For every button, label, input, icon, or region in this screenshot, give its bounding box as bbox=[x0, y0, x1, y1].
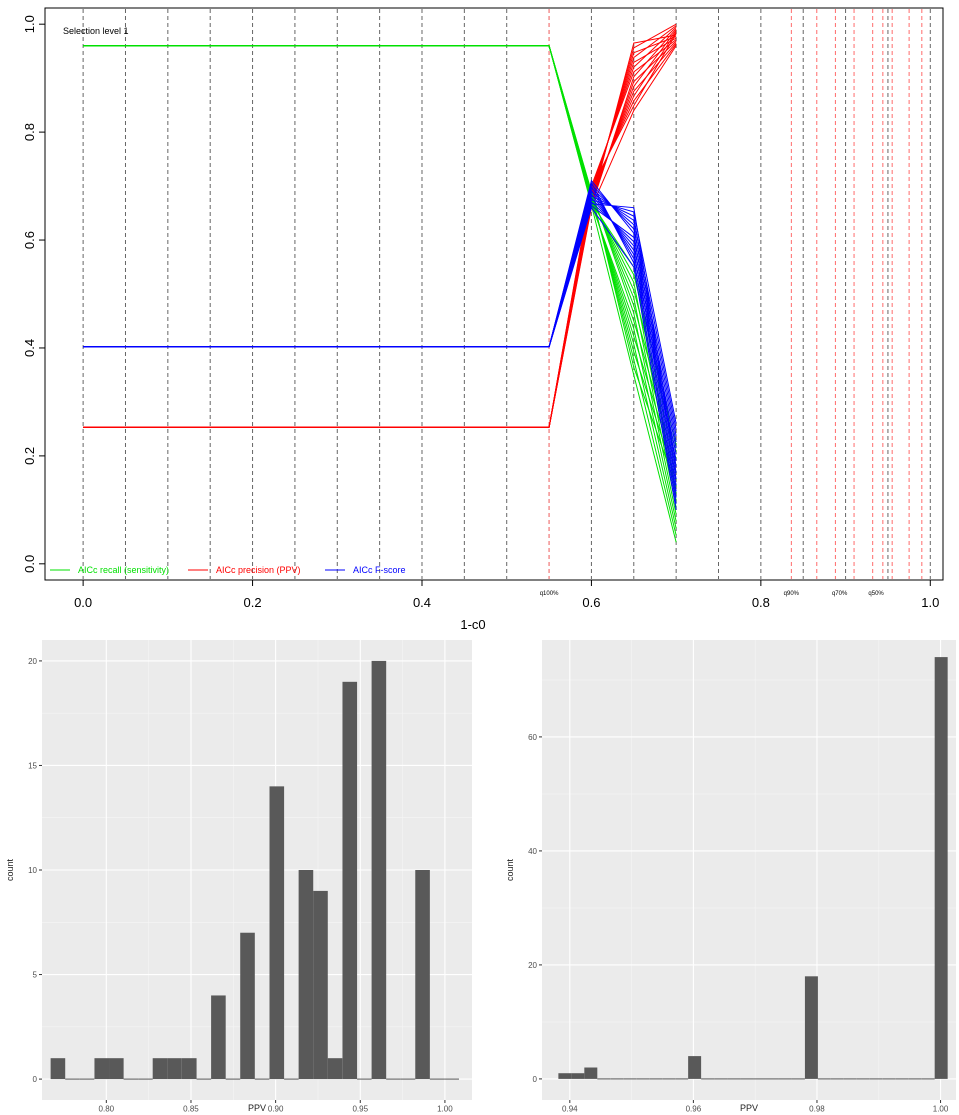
hist2-y-tick-label-3: 60 bbox=[528, 733, 537, 742]
x-tick-label-3: 0.6 bbox=[582, 595, 600, 610]
left-y-axis-label: count bbox=[5, 858, 15, 881]
hist1-bar-17 bbox=[298, 870, 314, 1080]
hist1-y-tick-label-2: 10 bbox=[28, 866, 37, 875]
hist2-bar-2 bbox=[584, 1067, 598, 1079]
x-tick-label-4: 0.8 bbox=[752, 595, 770, 610]
legend-label-fscore: AICc F-score bbox=[353, 565, 406, 575]
hist1-bar-3 bbox=[94, 1058, 110, 1080]
x-tick-label-0: 0.0 bbox=[74, 595, 92, 610]
ppv-histogram-right: 0.94 0.96 0.98 1.00 0 20 40 60 PPV count bbox=[505, 640, 956, 1114]
left-y-axis-ticks: 0 5 10 15 20 bbox=[28, 657, 42, 1084]
selection-level-line-chart: 0.0 0.2 0.4 0.6 0.8 1.0 0.0 0.2 0.4 0.6 0.8 1.0 q1… bbox=[22, 7, 944, 632]
hist1-x-tick-label-2: 0.90 bbox=[268, 1105, 284, 1114]
left-x-axis-ticks: 0.80 0.85 0.90 0.95 1.00 bbox=[99, 1100, 453, 1114]
series-lines bbox=[83, 23, 677, 543]
hist2-y-tick-label-0: 0 bbox=[533, 1075, 538, 1084]
hist2-bar-1 bbox=[571, 1073, 585, 1079]
quantile-label-2: q70% bbox=[832, 591, 848, 597]
x-axis-ticks: 0.0 0.2 0.4 0.6 0.8 1.0 bbox=[74, 580, 939, 610]
hist1-bar-22 bbox=[371, 660, 387, 1080]
y-tick-label-2: 0.4 bbox=[22, 339, 37, 357]
left-x-axis-label: PPV bbox=[248, 1103, 266, 1113]
hist1-x-tick-label-0: 0.80 bbox=[99, 1105, 115, 1114]
x-tick-label-2: 0.4 bbox=[413, 595, 431, 610]
hist1-x-tick-label-1: 0.85 bbox=[183, 1105, 199, 1114]
quantile-labels: q100% q90% q70% q50% bbox=[540, 591, 885, 597]
y-tick-label-1: 0.2 bbox=[22, 447, 37, 465]
hist1-y-tick-label-3: 15 bbox=[28, 761, 37, 770]
left-histogram-bars bbox=[50, 660, 459, 1080]
hist1-x-tick-label-3: 0.95 bbox=[352, 1105, 368, 1114]
y-tick-label-5: 1.0 bbox=[22, 15, 37, 33]
hist1-bar-0 bbox=[50, 1058, 66, 1080]
quantile-label-3: q50% bbox=[868, 591, 884, 597]
x-tick-label-5: 1.0 bbox=[921, 595, 939, 610]
series-2-line-14 bbox=[83, 179, 677, 486]
right-histogram-bars bbox=[558, 657, 948, 1080]
series-2 bbox=[83, 179, 677, 510]
hist2-x-tick-label-2: 0.98 bbox=[809, 1105, 825, 1114]
hist1-y-tick-label-0: 0 bbox=[33, 1075, 38, 1084]
hist1-bar-18 bbox=[313, 890, 328, 1080]
hist1-y-tick-label-1: 5 bbox=[33, 971, 38, 980]
hist2-bar-29 bbox=[934, 657, 948, 1079]
y-tick-label-4: 0.8 bbox=[22, 123, 37, 141]
ppv-histogram-left: 0.80 0.85 0.90 0.95 1.00 0 5 10 15 20 PPV count bbox=[5, 640, 472, 1114]
hist1-bar-11 bbox=[211, 995, 226, 1080]
hist1-bar-13 bbox=[240, 932, 255, 1080]
y-tick-label-3: 0.6 bbox=[22, 231, 37, 249]
y-axis-ticks: 0.0 0.2 0.4 0.6 0.8 1.0 bbox=[22, 15, 45, 573]
legend-label-precision: AICc precision (PPV) bbox=[216, 565, 301, 575]
right-plot-panel bbox=[542, 640, 956, 1100]
hist1-bar-8 bbox=[167, 1058, 182, 1080]
hist1-bar-15 bbox=[269, 786, 285, 1080]
chart-title: Selection level 1 bbox=[63, 26, 129, 36]
red-dashed-quantile-lines bbox=[548, 9, 923, 579]
gray-dashed-grid-lines bbox=[82, 9, 931, 579]
hist2-bar-0 bbox=[558, 1073, 572, 1079]
legend: AICc recall (sensitivity) AICc precision… bbox=[50, 565, 406, 575]
hist1-bar-7 bbox=[152, 1058, 168, 1080]
hist1-x-tick-label-4: 1.00 bbox=[437, 1105, 453, 1114]
quantile-label-1: q90% bbox=[784, 591, 800, 597]
x-axis-label: 1-c0 bbox=[460, 617, 485, 632]
hist2-x-tick-label-3: 1.00 bbox=[933, 1105, 949, 1114]
y-tick-label-0: 0.0 bbox=[22, 555, 37, 573]
hist1-bar-9 bbox=[181, 1058, 197, 1080]
hist1-bar-20 bbox=[342, 681, 358, 1080]
right-y-axis-ticks: 0 20 40 60 bbox=[528, 733, 542, 1084]
legend-label-recall: AICc recall (sensitivity) bbox=[78, 565, 169, 575]
hist1-y-tick-label-4: 20 bbox=[28, 657, 37, 666]
hist2-x-tick-label-1: 0.96 bbox=[686, 1105, 702, 1114]
quantile-label-0: q100% bbox=[540, 591, 559, 597]
x-tick-label-1: 0.2 bbox=[244, 595, 262, 610]
hist1-bar-4 bbox=[109, 1058, 124, 1080]
right-y-axis-label: count bbox=[505, 858, 515, 881]
hist2-y-tick-label-2: 40 bbox=[528, 847, 537, 856]
top-plot-frame bbox=[44, 7, 944, 581]
hist2-bar-19 bbox=[804, 976, 818, 1079]
right-x-axis-ticks: 0.94 0.96 0.98 1.00 bbox=[562, 1100, 949, 1114]
hist1-bar-25 bbox=[415, 870, 430, 1080]
hist1-bar-19 bbox=[327, 1058, 343, 1080]
hist2-bar-10 bbox=[688, 1056, 702, 1079]
right-x-axis-label: PPV bbox=[740, 1103, 758, 1113]
hist2-x-tick-label-0: 0.94 bbox=[562, 1105, 578, 1114]
hist2-y-tick-label-1: 20 bbox=[528, 961, 537, 970]
